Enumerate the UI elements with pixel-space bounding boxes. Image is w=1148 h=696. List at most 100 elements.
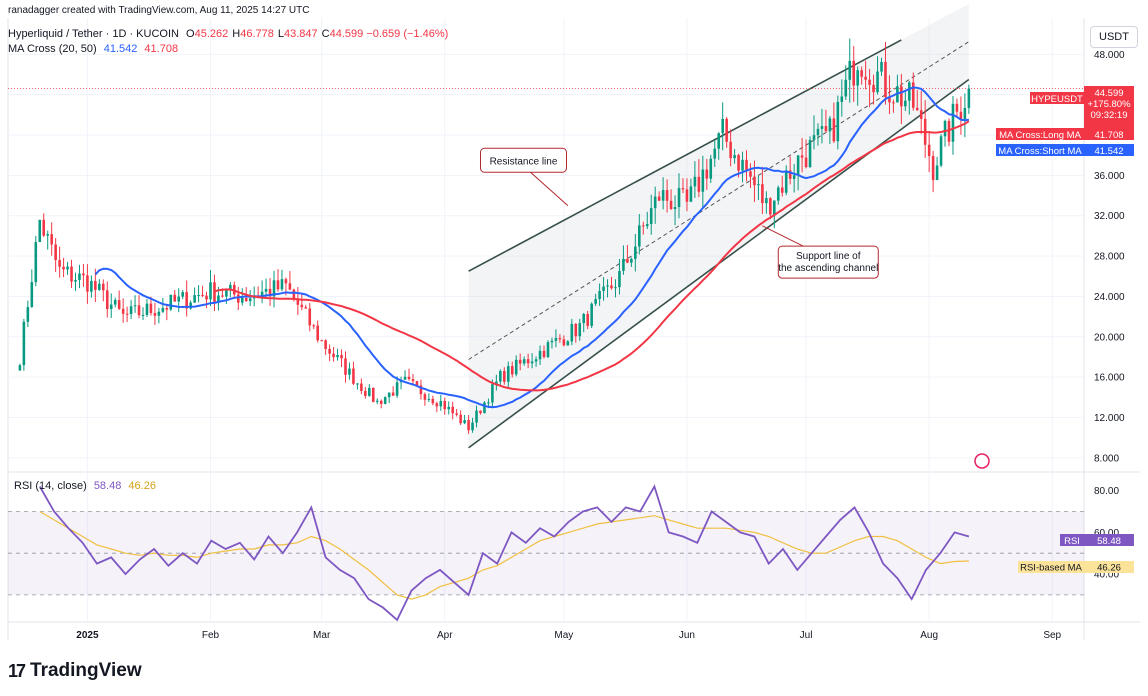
candle-body bbox=[653, 196, 657, 209]
candle-body bbox=[737, 155, 740, 171]
price-tick-label: 36.000 bbox=[1094, 171, 1125, 182]
candle-body bbox=[733, 155, 736, 159]
candle-body bbox=[610, 285, 613, 289]
candle-body bbox=[614, 287, 617, 289]
axis-tag-box bbox=[1084, 128, 1134, 140]
candle-body bbox=[316, 325, 319, 341]
candle-body bbox=[566, 341, 570, 346]
candle-body bbox=[510, 366, 514, 375]
candle-body bbox=[514, 359, 518, 375]
candle-body bbox=[518, 359, 522, 364]
candle-body bbox=[193, 295, 196, 303]
candle-body bbox=[729, 141, 732, 159]
candle-body bbox=[105, 290, 109, 310]
candle-body bbox=[884, 61, 887, 98]
axis-tag-box bbox=[1084, 144, 1134, 156]
candle-body bbox=[431, 398, 435, 404]
time-tick-label: Jun bbox=[679, 630, 695, 641]
candle-body bbox=[260, 291, 264, 298]
price-tick-label: 32.000 bbox=[1094, 211, 1125, 222]
rsi-legend[interactable]: RSI (14, close) 58.48 46.26 bbox=[14, 480, 156, 492]
candle-body bbox=[701, 169, 705, 192]
short-ma-value-tag: 41.542 bbox=[1084, 144, 1134, 157]
candle-body bbox=[765, 198, 768, 204]
candle-body bbox=[82, 273, 85, 276]
candle-body bbox=[495, 381, 498, 385]
candle-body bbox=[761, 184, 764, 204]
candle-body bbox=[947, 120, 951, 142]
candle-body bbox=[526, 359, 530, 364]
candle-body bbox=[705, 169, 709, 179]
candle-body bbox=[121, 308, 125, 314]
candle-body bbox=[784, 170, 788, 193]
candle-body bbox=[685, 189, 689, 202]
candle-body bbox=[943, 120, 947, 137]
candle-body bbox=[689, 186, 693, 202]
tradingview-logo[interactable]: 17 TradingView bbox=[8, 660, 142, 682]
axis-tag-text: 44.599 bbox=[1094, 88, 1123, 99]
axis-tag-text: 09:32:19 bbox=[1091, 110, 1128, 121]
candle-body bbox=[538, 350, 542, 360]
candle-body bbox=[479, 410, 482, 414]
candle-body bbox=[792, 175, 796, 179]
candle-body bbox=[455, 413, 458, 415]
candle-body bbox=[622, 258, 625, 271]
candle-body bbox=[304, 307, 308, 309]
candle-body bbox=[602, 286, 605, 291]
price-tick-label: 24.000 bbox=[1094, 292, 1125, 303]
ma-legend[interactable]: MA Cross (20, 50) 41.542 41.708 bbox=[8, 43, 178, 55]
ma-long-value: 41.708 bbox=[144, 43, 179, 55]
axis-tag-box bbox=[996, 144, 1084, 156]
time-tick-label: Aug bbox=[920, 630, 938, 641]
candle-body bbox=[340, 355, 343, 359]
candle-body bbox=[201, 294, 204, 296]
candle-body bbox=[840, 96, 844, 102]
candle-body bbox=[189, 302, 192, 309]
rsi-tick-label: 80.00 bbox=[1094, 486, 1119, 497]
ma-indicator-label: MA Cross (20, 50) bbox=[8, 43, 97, 55]
candle-body bbox=[86, 275, 89, 292]
candle-body bbox=[415, 381, 419, 386]
candle-body bbox=[18, 365, 22, 371]
candle-body bbox=[693, 176, 697, 187]
candle-body bbox=[959, 111, 963, 120]
annotation-pointer bbox=[762, 225, 804, 247]
candle-body bbox=[892, 102, 895, 104]
symbol-title[interactable]: Hyperliquid / Tether · 1D · KUCOIN bbox=[8, 28, 179, 40]
channel-fill bbox=[468, 3, 969, 448]
candle-body bbox=[161, 308, 165, 312]
candle-body bbox=[844, 79, 848, 97]
candle-body bbox=[594, 298, 597, 304]
event-marker-icon bbox=[974, 453, 990, 469]
candle-body bbox=[864, 76, 867, 80]
candle-body bbox=[955, 103, 959, 112]
candle-body bbox=[336, 355, 339, 358]
rsi-ma-line bbox=[39, 510, 969, 600]
candle-body bbox=[157, 311, 161, 316]
change-value: −0.659 (−1.46%) bbox=[366, 28, 449, 40]
ohlc-value: 45.262 bbox=[194, 28, 229, 40]
candle-body bbox=[634, 246, 637, 259]
candle-body bbox=[741, 159, 744, 171]
candle-body bbox=[697, 176, 701, 192]
candle-body bbox=[344, 358, 347, 375]
axis-tag-box bbox=[1018, 561, 1084, 573]
candle-body bbox=[288, 283, 292, 290]
candle-body bbox=[522, 359, 526, 364]
candle-body bbox=[70, 266, 73, 282]
candle-body bbox=[638, 225, 641, 247]
candle-body bbox=[908, 82, 911, 101]
candle-body bbox=[471, 422, 474, 431]
candle-body bbox=[717, 133, 721, 149]
currency-button[interactable]: USDT bbox=[1090, 26, 1138, 48]
time-tick-label: Sep bbox=[1043, 630, 1061, 641]
axis-tag-text: 58.48 bbox=[1097, 536, 1121, 547]
candle-body bbox=[939, 136, 943, 166]
candle-body bbox=[296, 298, 300, 305]
candle-body bbox=[951, 103, 955, 142]
candle-body bbox=[967, 88, 971, 108]
candle-body bbox=[221, 295, 224, 297]
candle-body bbox=[181, 292, 184, 297]
candle-body bbox=[387, 392, 391, 398]
